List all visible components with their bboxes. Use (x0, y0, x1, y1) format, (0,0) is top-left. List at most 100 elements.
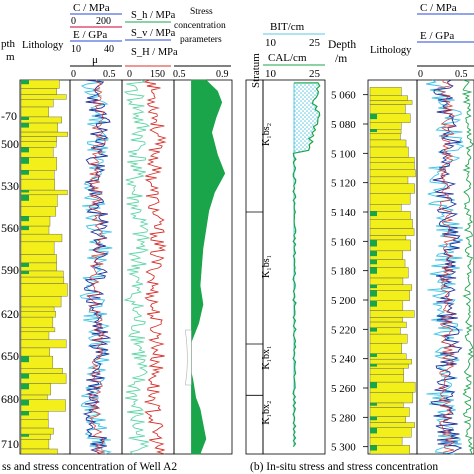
left-depth-tick-2: 530 (1, 179, 19, 193)
lithology-shale-mark (21, 116, 29, 120)
lithology-shale-mark (370, 364, 377, 367)
lithology-layer (20, 283, 68, 297)
lithology-layer (369, 139, 407, 148)
right-c-label: C / MPa (420, 2, 457, 14)
lithology-layer (369, 422, 415, 428)
lithology-layer (20, 427, 54, 435)
lithology-layer (20, 131, 68, 137)
lithology-layer (20, 347, 50, 357)
left-c-tick-1: 200 (96, 16, 111, 27)
depth-tick-label: 5 180 (331, 266, 356, 278)
lithology-layer (369, 277, 404, 285)
left-depth-title: pth (1, 38, 16, 50)
lithology-layer (20, 254, 57, 264)
depth-tick-label: 5 120 (331, 178, 356, 190)
left-c-curve (79, 79, 113, 455)
left-depth-tick-4: 590 (1, 263, 19, 277)
left-caption: ss and stress concentration of Well A2 (2, 461, 177, 473)
lithology-layer (369, 317, 403, 323)
left-depth-tick-8: 710 (1, 437, 19, 451)
lithology-shale-mark (370, 402, 377, 406)
right-e-label: E / GPa (420, 30, 454, 42)
left-depth-tick-3: 560 (1, 221, 19, 235)
lithology-layer (369, 95, 408, 101)
left-mu-tick-1: 0.5 (103, 69, 116, 80)
lithology-layer (20, 327, 56, 333)
left-stress-label-3: parameters (180, 35, 222, 45)
lithology-layer (20, 316, 54, 328)
right-panel: Stratum BIT/cm 10 25 CAL/cm 10 25 Depth … (245, 2, 474, 473)
lithology-layer (20, 106, 49, 118)
left-sv-label: S_v / MPa (131, 28, 176, 39)
right-bit-label: BIT/cm (270, 21, 305, 33)
lithology-layer (20, 94, 67, 100)
right-lithology-title: Lithology (370, 45, 412, 56)
depth-tick-label: 5 260 (331, 383, 356, 395)
lithology-shale-mark (21, 80, 29, 85)
lithology-layer (369, 122, 402, 130)
left-e-tick-1: 40 (104, 44, 114, 55)
lithology-layer (369, 437, 403, 446)
depth-tick-label: 5 200 (331, 295, 356, 307)
right-cal-tick-0: 10 (265, 68, 277, 80)
depth-tick-label: 5 240 (331, 354, 356, 366)
left-e-curve (82, 79, 112, 455)
lithology-layer (20, 136, 57, 142)
lithology-shale-mark (21, 157, 29, 164)
lithology-layer (369, 169, 416, 178)
left-depth-tick-1: 500 (1, 137, 19, 151)
left-e-tick-0: 10 (71, 44, 81, 55)
lithology-layer (20, 368, 63, 374)
lithology-shale-mark (21, 399, 29, 406)
lithology-shale-mark (370, 239, 377, 247)
left-sH-label: S_H / MPa (131, 47, 178, 58)
lithology-shale-mark (370, 445, 377, 451)
lithology-shale-mark (370, 290, 377, 297)
lithology-layer (20, 439, 50, 450)
lithology-layer (369, 161, 415, 170)
right-cal-label: CAL/cm (268, 52, 307, 64)
left-mu-tick-0: 0 (71, 69, 76, 80)
lithology-shale-mark (370, 327, 377, 332)
stratum-label: K₁bs₂ (261, 123, 272, 146)
left-panel: pth m Lithology C / MPa 0 200 E / GPa 10… (1, 2, 233, 473)
lithology-layer (369, 343, 402, 354)
lithology-shale-mark (21, 190, 29, 193)
right-sh-curve-edge (461, 79, 474, 455)
left-s-tick-1: 150 (150, 69, 165, 80)
right-mechanics-track (426, 79, 474, 455)
lithology-layer (369, 146, 409, 158)
lithology-shale-mark (21, 383, 29, 390)
lithology-layer (20, 99, 54, 108)
lithology-layer (20, 88, 57, 95)
lithology-layer (20, 448, 58, 455)
lithology-layer (369, 374, 404, 383)
lithology-layer (369, 87, 402, 96)
lithology-layer (369, 133, 401, 141)
right-e-curve (430, 79, 463, 455)
left-stress-label-1: Stress (190, 7, 213, 17)
stress-concentration-area (188, 79, 226, 455)
lithology-shale-mark (370, 427, 377, 434)
lithology-layer (369, 104, 406, 114)
lithology-shale-mark (21, 411, 29, 416)
lithology-layer (20, 141, 57, 148)
lithology-shale-mark (21, 123, 29, 128)
lithology-layer (369, 321, 407, 329)
lithology-shale-mark (370, 113, 377, 120)
right-strata-track: K₁bs₂ K₁bs₁ K₁bx₁ K₁bx₂ (246, 123, 272, 425)
lithology-layer (20, 419, 49, 429)
lithology-layer (369, 333, 408, 344)
lithology-layer (20, 306, 55, 312)
depth-tick-label: 5 140 (331, 207, 356, 219)
lithology-shale-mark (370, 267, 377, 274)
left-stress-tick-1: 0.9 (216, 69, 229, 80)
lithology-shale-mark (21, 226, 29, 231)
lithology-shale-mark (21, 434, 29, 437)
right-caliper-track (292, 82, 321, 448)
depth-tick-label: 5 220 (331, 324, 356, 336)
left-mu-curve (87, 79, 107, 455)
lithology-layer (369, 228, 415, 236)
lithology-shale-mark (21, 216, 29, 222)
